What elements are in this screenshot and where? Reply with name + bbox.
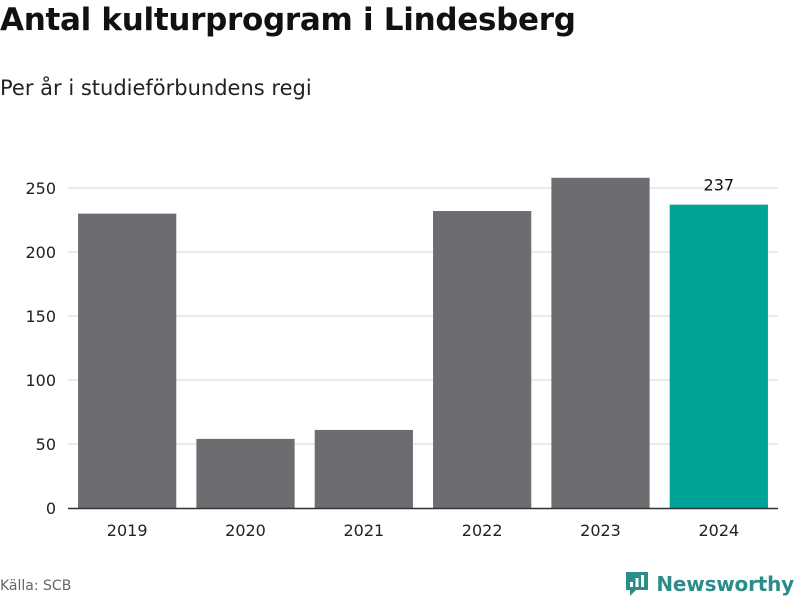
source-note: Källa: SCB [0,578,72,594]
bars [78,177,768,509]
y-tick-label: 50 [36,435,56,454]
x-axis: 2019 2020 2021 2022 2023 2024 [68,507,778,540]
x-tick-label: 2024 [698,521,739,540]
x-tick-label: 2022 [462,521,503,540]
y-tick-label: 200 [25,243,56,262]
y-tick-label: 150 [25,307,56,326]
chart-title: Antal kulturprogram i Lindesberg [0,2,576,38]
x-tick-label: 2019 [107,521,148,540]
grid-lines [68,187,778,445]
y-tick-label: 0 [46,499,56,518]
y-tick-label: 100 [25,371,56,390]
bar-2023 [551,177,650,508]
bar-2024 [669,204,768,508]
chart-subtitle: Per år i studieförbundens regi [0,76,312,100]
y-axis: 0 50 100 150 200 250 [25,179,56,518]
x-tick-label: 2021 [343,521,384,540]
bar-2020 [196,438,295,508]
brand-logo: Newsworthy [624,570,794,598]
x-tick-label: 2023 [580,521,621,540]
bar-2021 [314,429,413,508]
data-labels: 237 [704,176,735,195]
x-tick-label: 2020 [225,521,266,540]
y-tick-label: 250 [25,179,56,198]
newsworthy-logo-icon [626,572,649,596]
data-label: 237 [704,176,735,195]
brand-name: Newsworthy [656,572,794,596]
bar-2022 [433,211,532,509]
bar-2019 [78,213,177,508]
